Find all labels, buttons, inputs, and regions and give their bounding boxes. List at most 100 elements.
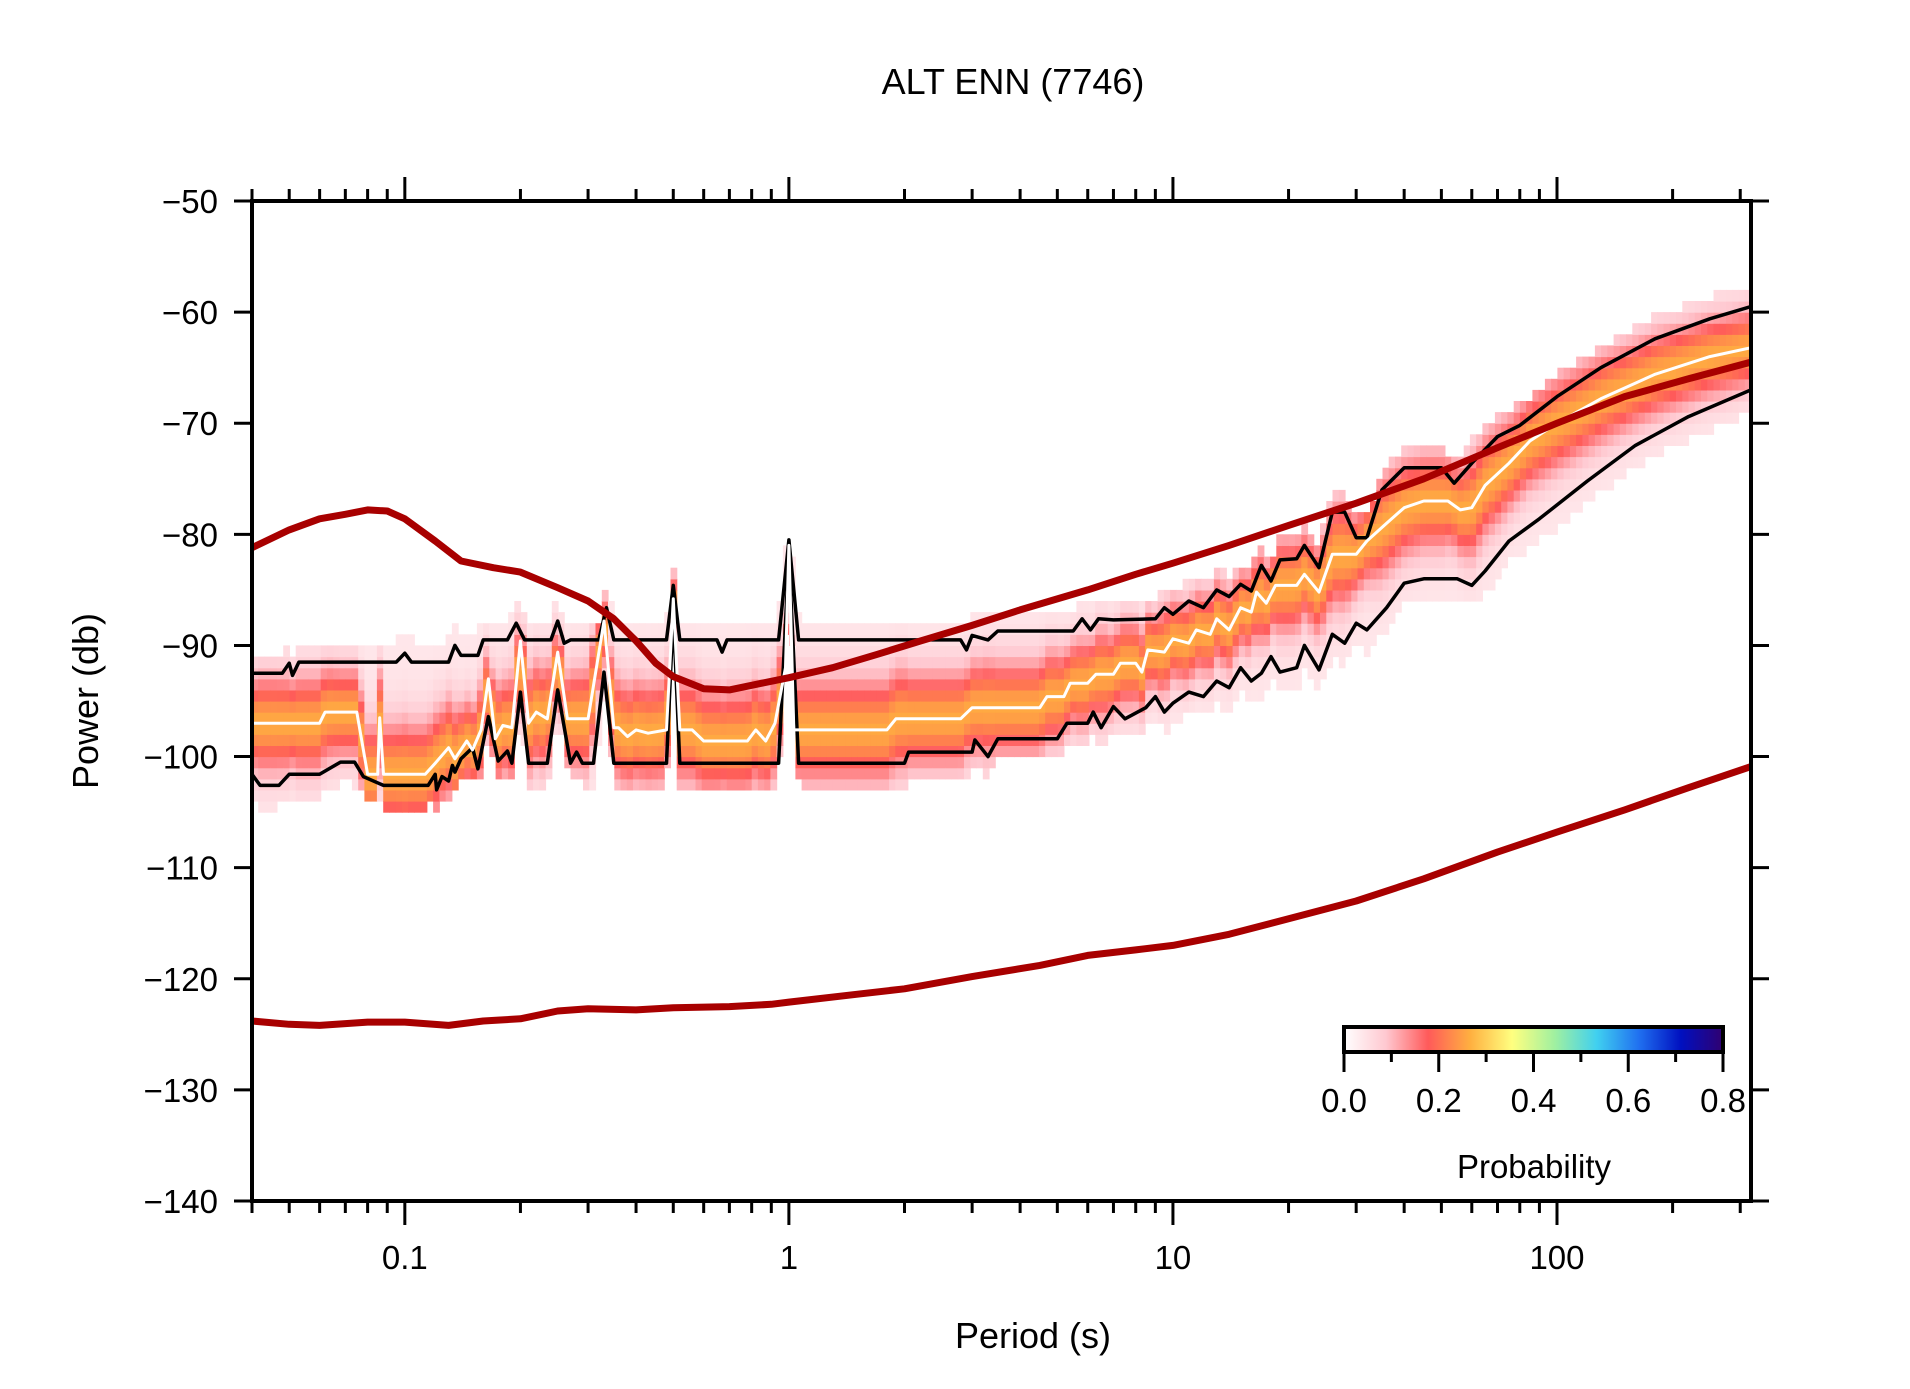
density-cell bbox=[989, 634, 996, 646]
density-cell bbox=[264, 767, 272, 780]
density-cell bbox=[1351, 534, 1359, 546]
density-cell bbox=[551, 678, 559, 691]
density-cell bbox=[920, 701, 928, 713]
density-cell bbox=[807, 745, 815, 758]
density-cell bbox=[726, 701, 734, 713]
density-cell bbox=[358, 723, 365, 735]
density-cell bbox=[1726, 301, 1733, 313]
density-cell bbox=[807, 656, 815, 669]
density-cell bbox=[1638, 423, 1646, 435]
density-cell bbox=[1457, 545, 1465, 558]
density-cell bbox=[1057, 656, 1065, 669]
density-cell bbox=[277, 789, 284, 802]
density-cell bbox=[1413, 589, 1421, 602]
density-cell bbox=[989, 723, 996, 735]
density-cell bbox=[576, 678, 584, 691]
density-cell bbox=[658, 767, 665, 780]
density-cell bbox=[1676, 367, 1683, 380]
density-cell bbox=[1370, 523, 1377, 535]
density-cell bbox=[1420, 467, 1427, 480]
density-cell bbox=[814, 656, 821, 669]
density-cell bbox=[1451, 523, 1458, 535]
density-cell bbox=[295, 701, 303, 713]
density-cell bbox=[870, 712, 878, 724]
density-cell bbox=[726, 689, 734, 702]
density-cell bbox=[1176, 689, 1184, 702]
density-cell bbox=[258, 756, 265, 769]
density-cell bbox=[1057, 701, 1065, 713]
density-cell bbox=[1207, 701, 1215, 713]
y-tick-label: −90 bbox=[162, 627, 218, 664]
density-cell bbox=[1632, 412, 1640, 424]
density-cell bbox=[1182, 667, 1190, 680]
density-cell bbox=[320, 745, 328, 758]
density-cell bbox=[1001, 712, 1009, 724]
density-cell bbox=[764, 745, 771, 758]
density-cell bbox=[333, 734, 340, 746]
density-cell bbox=[901, 723, 909, 735]
density-cell bbox=[957, 723, 965, 735]
density-cell bbox=[501, 667, 509, 680]
density-cell bbox=[1594, 389, 1602, 402]
density-cell bbox=[1607, 423, 1615, 435]
density-cell bbox=[426, 767, 434, 780]
density-cell bbox=[327, 645, 334, 658]
density-cell bbox=[982, 645, 990, 658]
density-cell bbox=[1220, 645, 1227, 658]
density-cell bbox=[1301, 545, 1309, 558]
density-cell bbox=[533, 778, 540, 791]
density-cell bbox=[1270, 623, 1277, 635]
density-cell bbox=[1482, 489, 1490, 502]
density-cell bbox=[814, 701, 821, 713]
density-cell bbox=[1713, 323, 1721, 335]
density-cell bbox=[1157, 678, 1165, 691]
density-cell bbox=[645, 656, 653, 669]
density-cell bbox=[770, 767, 778, 780]
density-cell bbox=[1476, 501, 1483, 513]
density-cell bbox=[252, 723, 259, 735]
density-cell bbox=[1295, 634, 1302, 646]
density-cell bbox=[345, 723, 353, 735]
density-cell bbox=[1607, 367, 1615, 380]
density-cell bbox=[1588, 378, 1596, 391]
density-cell bbox=[1170, 589, 1177, 602]
density-cell bbox=[1744, 323, 1751, 335]
density-cell bbox=[851, 678, 859, 691]
density-cell bbox=[745, 712, 753, 724]
density-cell bbox=[1657, 423, 1665, 435]
density-cell bbox=[1220, 589, 1227, 602]
density-cell bbox=[1569, 478, 1577, 491]
density-cell bbox=[1563, 389, 1571, 402]
density-cell bbox=[1320, 534, 1327, 546]
density-cell bbox=[976, 634, 984, 646]
density-cell bbox=[470, 689, 478, 702]
density-cell bbox=[1064, 689, 1071, 702]
density-cell bbox=[701, 656, 709, 669]
density-cell bbox=[683, 689, 690, 702]
density-cell bbox=[608, 667, 615, 680]
density-cell bbox=[433, 645, 440, 658]
density-cell bbox=[895, 701, 903, 713]
density-cell bbox=[982, 756, 990, 769]
density-cell bbox=[395, 645, 403, 658]
density-cell bbox=[1057, 723, 1065, 735]
density-cell bbox=[314, 756, 322, 769]
density-cell bbox=[1676, 412, 1683, 424]
density-cell bbox=[1064, 623, 1071, 635]
density-cell bbox=[483, 645, 490, 658]
density-cell bbox=[1345, 545, 1352, 558]
density-cell bbox=[358, 756, 365, 769]
density-cell bbox=[1113, 645, 1121, 658]
density-cell bbox=[376, 789, 384, 802]
density-cell bbox=[739, 667, 746, 680]
density-cell bbox=[1007, 712, 1015, 724]
density-cell bbox=[814, 778, 821, 791]
density-cell bbox=[526, 689, 534, 702]
density-cell bbox=[1370, 501, 1377, 513]
density-cell bbox=[458, 667, 465, 680]
density-cell bbox=[1526, 534, 1533, 546]
density-cell bbox=[1619, 445, 1627, 458]
density-cell bbox=[720, 745, 728, 758]
density-cell bbox=[1401, 489, 1408, 502]
density-cell bbox=[364, 723, 372, 735]
